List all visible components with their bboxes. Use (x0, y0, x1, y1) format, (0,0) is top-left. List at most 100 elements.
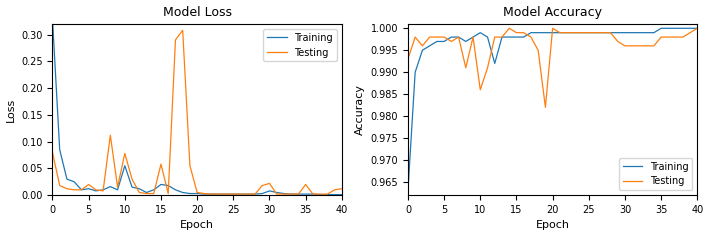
Training (207, 193, 216, 195)
Training (164, 184, 172, 187)
Testing (308, 193, 317, 195)
Training (613, 31, 622, 34)
Training (403, 189, 412, 192)
Testing (164, 192, 172, 195)
Testing (55, 184, 64, 187)
Training (584, 31, 593, 34)
Testing (62, 187, 71, 190)
Training (686, 27, 694, 30)
Training (411, 71, 420, 74)
Training (265, 190, 274, 192)
Testing (664, 36, 673, 38)
Training (556, 31, 564, 34)
Training (308, 193, 317, 195)
Training (440, 40, 448, 43)
Testing (628, 44, 637, 47)
Testing (693, 27, 702, 30)
Testing (157, 163, 165, 165)
Testing (469, 36, 477, 38)
Training (62, 178, 71, 181)
Testing (671, 36, 680, 38)
Testing (635, 44, 644, 47)
Line: Training: Training (408, 28, 698, 191)
Training (55, 148, 64, 151)
Testing (411, 36, 420, 38)
Testing (447, 40, 456, 43)
Training (222, 193, 230, 195)
Training (649, 31, 658, 34)
Testing (599, 31, 608, 34)
Training (287, 193, 296, 195)
Training (432, 40, 441, 43)
Training (121, 164, 129, 167)
Training (316, 193, 325, 196)
Testing (171, 38, 179, 41)
Testing (563, 31, 571, 34)
Testing (584, 31, 593, 34)
Training (113, 188, 122, 191)
Training (671, 27, 680, 30)
Testing (425, 36, 434, 38)
Testing (686, 31, 694, 34)
Training (512, 36, 520, 38)
Training (484, 36, 492, 38)
Testing (432, 36, 441, 38)
Training (679, 27, 687, 30)
Testing (505, 27, 513, 30)
Testing (84, 183, 93, 186)
Title: Model Loss: Model Loss (162, 6, 232, 19)
Training (258, 192, 267, 195)
Testing (128, 178, 136, 181)
Line: Testing: Testing (408, 28, 698, 107)
Training (462, 40, 470, 43)
Testing (99, 190, 107, 192)
Testing (606, 31, 615, 34)
Training (527, 31, 535, 34)
Training (193, 192, 201, 195)
Testing (679, 36, 687, 38)
Testing (498, 36, 506, 38)
Testing (512, 31, 520, 34)
Training (70, 180, 79, 183)
Testing (577, 31, 586, 34)
Testing (418, 44, 427, 47)
Testing (613, 40, 622, 43)
Testing (316, 193, 325, 195)
Training (476, 31, 484, 34)
Training (628, 31, 637, 34)
Training (215, 193, 223, 195)
Training (294, 193, 303, 195)
Training (337, 193, 346, 196)
Testing (222, 193, 230, 195)
Training (548, 31, 557, 34)
Testing (642, 44, 651, 47)
Training (606, 31, 615, 34)
Line: Training: Training (52, 19, 342, 195)
Testing (527, 36, 535, 38)
Testing (556, 31, 564, 34)
Training (498, 36, 506, 38)
Testing (251, 193, 259, 195)
X-axis label: Epoch: Epoch (180, 220, 214, 230)
Training (657, 27, 666, 30)
Training (280, 192, 289, 195)
Training (91, 190, 100, 192)
Testing (207, 193, 216, 195)
Training (48, 17, 57, 20)
Training (563, 31, 571, 34)
Testing (229, 193, 238, 195)
Training (171, 188, 179, 191)
Training (229, 193, 238, 195)
Testing (265, 182, 274, 185)
Testing (301, 183, 310, 186)
Training (693, 27, 702, 30)
Testing (48, 151, 57, 154)
Testing (258, 184, 267, 187)
Testing (70, 188, 79, 191)
Testing (330, 188, 339, 191)
Testing (236, 193, 245, 195)
Testing (323, 193, 332, 195)
Testing (215, 193, 223, 195)
Training (599, 31, 608, 34)
Training (99, 188, 107, 191)
